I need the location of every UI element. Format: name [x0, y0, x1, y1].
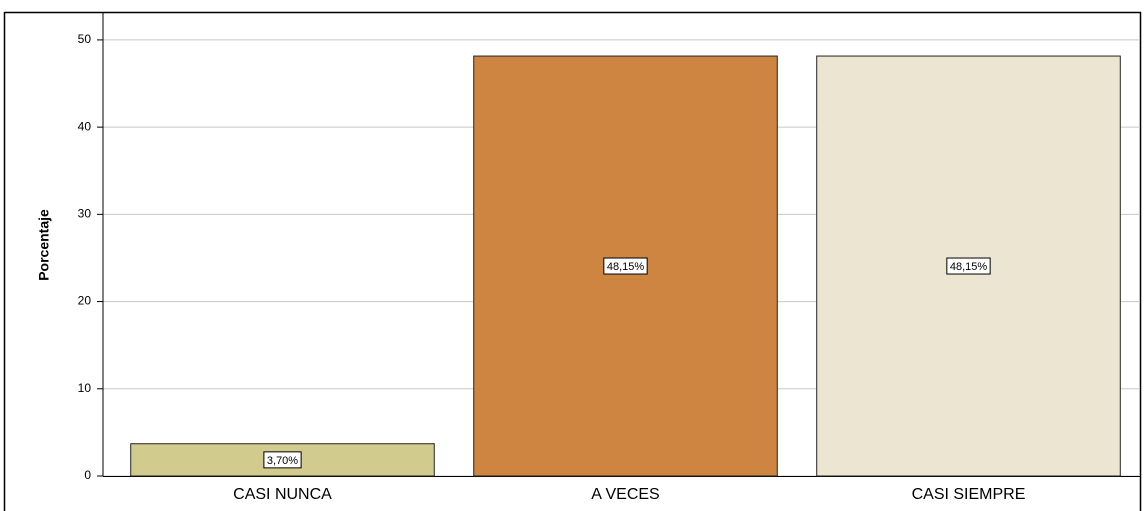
x-tick-label: A VECES — [591, 486, 659, 503]
y-tick-label: 10 — [78, 381, 92, 395]
x-tick-label: CASI SIEMPRE — [912, 486, 1026, 503]
value-label-box — [946, 257, 991, 275]
value-label: 3,70% — [267, 455, 298, 467]
value-label: 48,15% — [950, 261, 988, 273]
y-tick-label: 0 — [84, 468, 91, 482]
x-tick-label: CASI NUNCA — [233, 486, 332, 503]
value-label: 48,15% — [607, 261, 645, 273]
y-tick-label: 30 — [78, 207, 92, 221]
value-label-box — [263, 451, 302, 469]
value-label-box — [603, 257, 648, 275]
y-tick-label: 50 — [78, 32, 92, 46]
y-axis-label: Porcentaje — [36, 209, 52, 281]
y-tick-label: 20 — [78, 294, 92, 308]
y-tick-label: 40 — [78, 119, 92, 133]
